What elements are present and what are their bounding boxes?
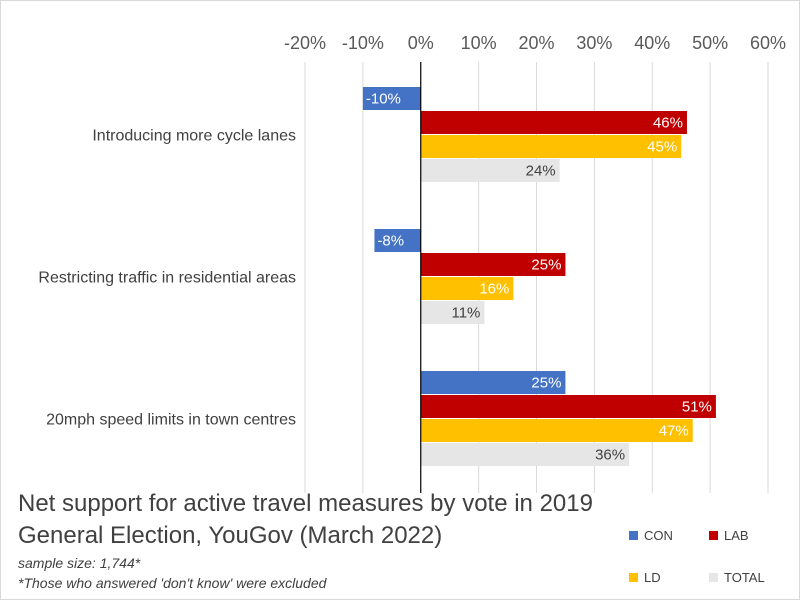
data-label: 25% xyxy=(531,375,561,392)
bar-ld xyxy=(420,419,693,442)
legend-swatch-lab xyxy=(709,531,718,540)
category-label: Restricting traffic in residential areas xyxy=(38,270,296,287)
data-label: 16% xyxy=(479,281,509,298)
legend-label-total: TOTAL xyxy=(724,570,765,585)
x-tick-label: 40% xyxy=(634,33,670,53)
data-label: 47% xyxy=(659,423,689,440)
x-tick-label: 50% xyxy=(692,33,728,53)
bar-total xyxy=(420,443,630,466)
legend-item-ld: LD xyxy=(629,570,661,585)
x-tick-label: 30% xyxy=(576,33,612,53)
category-label: 20mph speed limits in town centres xyxy=(46,412,296,429)
chart-title: Net support for active travel measures b… xyxy=(18,490,593,549)
x-tick-label: -10% xyxy=(342,33,384,53)
legend-label-ld: LD xyxy=(644,570,661,585)
legend-swatch-total xyxy=(709,573,718,582)
data-label: -8% xyxy=(377,233,404,250)
data-label: 11% xyxy=(451,305,480,322)
bar-total xyxy=(420,159,560,182)
bar-total xyxy=(420,301,485,324)
bar-lab xyxy=(420,253,566,276)
sample-size-note: sample size: 1,744* xyxy=(18,555,141,571)
category-label: Introducing more cycle lanes xyxy=(92,128,296,145)
exclusion-note: *Those who answered 'don't know' were ex… xyxy=(18,575,327,591)
data-label: 46% xyxy=(653,115,683,132)
legend-item-lab: LAB xyxy=(709,528,749,543)
legend-swatch-ld xyxy=(629,573,638,582)
legend-label-con: CON xyxy=(644,528,673,543)
bar-lab xyxy=(420,395,716,418)
legend-item-con: CON xyxy=(629,528,673,543)
bar-con xyxy=(420,371,566,394)
x-tick-label: 60% xyxy=(750,33,786,53)
x-tick-label: 20% xyxy=(518,33,554,53)
data-label: 51% xyxy=(682,399,712,416)
x-tick-label: -20% xyxy=(284,33,326,53)
x-tick-label: 0% xyxy=(408,33,434,53)
data-label: 36% xyxy=(595,447,625,464)
data-label: -10% xyxy=(366,91,401,108)
x-tick-label: 10% xyxy=(461,33,497,53)
data-label: 45% xyxy=(647,139,677,156)
legend-item-total: TOTAL xyxy=(709,570,765,585)
bar-con xyxy=(374,229,421,252)
bar-ld xyxy=(420,277,514,300)
bar-con xyxy=(362,87,421,110)
data-label: 24% xyxy=(526,163,556,180)
legend-swatch-con xyxy=(629,531,638,540)
bar-ld xyxy=(420,135,682,158)
data-label: 25% xyxy=(531,257,561,274)
legend-label-lab: LAB xyxy=(724,528,749,543)
bar-lab xyxy=(420,111,687,134)
